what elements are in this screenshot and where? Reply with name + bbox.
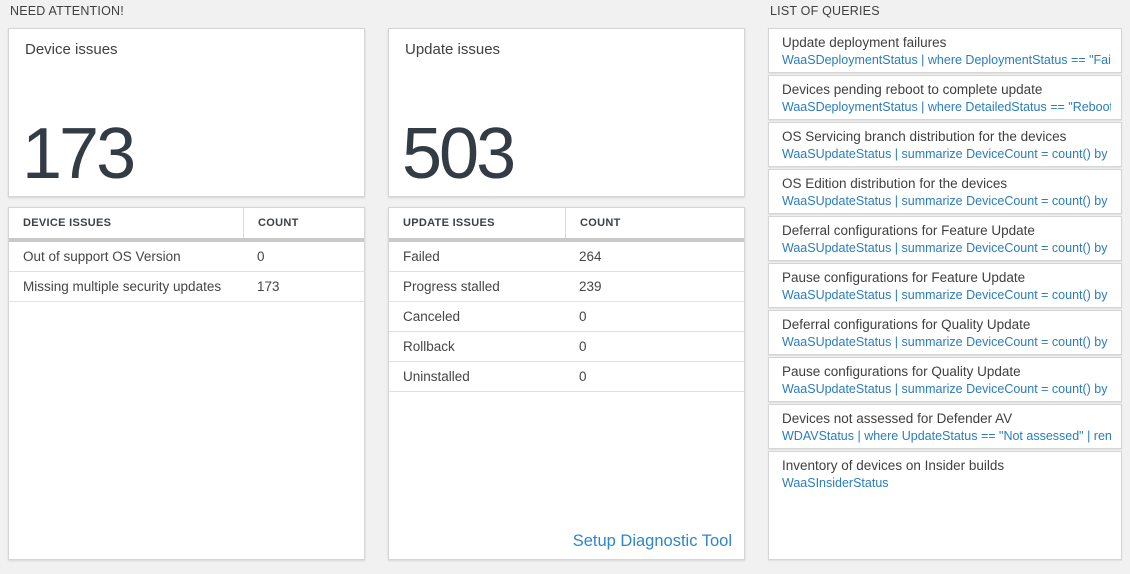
query-item[interactable]: Inventory of devices on Insider builds W… <box>768 451 1122 560</box>
query-text[interactable]: WaaSDeploymentStatus | where DeploymentS… <box>782 53 1111 67</box>
setup-diagnostic-tool-link[interactable]: Setup Diagnostic Tool <box>572 532 732 550</box>
row-label: Missing multiple security updates <box>23 279 222 294</box>
query-text[interactable]: WaaSUpdateStatus | summarize DeviceCount… <box>782 288 1111 302</box>
query-item[interactable]: Devices pending reboot to complete updat… <box>768 75 1122 120</box>
row-count: 0 <box>257 249 265 264</box>
query-list: Update deployment failures WaaSDeploymen… <box>768 28 1122 560</box>
row-count: 0 <box>579 339 587 354</box>
row-label: Uninstalled <box>403 369 470 384</box>
query-title: OS Servicing branch distribution for the… <box>782 129 1067 144</box>
row-count: 239 <box>579 279 602 294</box>
table-header-divider <box>389 238 744 242</box>
device-table-header-row: DEVICE ISSUES COUNT <box>9 208 364 238</box>
query-title: Devices pending reboot to complete updat… <box>782 82 1043 97</box>
need-attention-header: NEED ATTENTION! <box>10 4 124 18</box>
query-text[interactable]: WaaSUpdateStatus | summarize DeviceCount… <box>782 194 1111 208</box>
query-text[interactable]: WaaSUpdateStatus | summarize DeviceCount… <box>782 241 1111 255</box>
query-item[interactable]: OS Edition distribution for the devices … <box>768 169 1122 214</box>
query-text[interactable]: WaaSDeploymentStatus | where DetailedSta… <box>782 100 1111 114</box>
query-title: Inventory of devices on Insider builds <box>782 458 1005 473</box>
query-title: Update deployment failures <box>782 35 947 50</box>
query-item[interactable]: Deferral configurations for Feature Upda… <box>768 216 1122 261</box>
query-title: OS Edition distribution for the devices <box>782 176 1008 191</box>
row-count: 264 <box>579 249 602 264</box>
query-text[interactable]: WaaSUpdateStatus | summarize DeviceCount… <box>782 382 1111 396</box>
row-label: Rollback <box>403 339 455 354</box>
device-issues-title: Device issues <box>25 41 118 58</box>
query-item[interactable]: OS Servicing branch distribution for the… <box>768 122 1122 167</box>
update-table-header-row: UPDATE ISSUES COUNT <box>389 208 744 238</box>
update-table-header-count: COUNT <box>565 208 744 238</box>
query-text[interactable]: WaaSInsiderStatus <box>782 476 889 490</box>
query-text[interactable]: WaaSUpdateStatus | summarize DeviceCount… <box>782 335 1111 349</box>
update-issues-tile[interactable]: Update issues 503 <box>388 28 745 197</box>
query-item[interactable]: Devices not assessed for Defender AV WDA… <box>768 404 1122 449</box>
query-item[interactable]: Pause configurations for Quality Update … <box>768 357 1122 402</box>
table-row[interactable]: Failed 264 <box>389 242 744 272</box>
device-issues-count: 173 <box>22 114 136 194</box>
update-issues-title: Update issues <box>405 41 501 58</box>
query-title: Pause configurations for Quality Update <box>782 364 1021 379</box>
query-item[interactable]: Update deployment failures WaaSDeploymen… <box>768 28 1122 73</box>
table-header-divider <box>9 238 364 242</box>
device-table-header-count: COUNT <box>243 208 364 238</box>
table-row[interactable]: Canceled 0 <box>389 302 744 332</box>
query-title: Devices not assessed for Defender AV <box>782 411 1013 426</box>
query-title: Deferral configurations for Feature Upda… <box>782 223 1035 238</box>
table-row[interactable]: Uninstalled 0 <box>389 362 744 392</box>
device-issues-tile[interactable]: Device issues 173 <box>8 28 365 197</box>
device-table-header-issues: DEVICE ISSUES <box>23 217 112 229</box>
table-row[interactable]: Rollback 0 <box>389 332 744 362</box>
row-count: 0 <box>579 309 587 324</box>
table-row[interactable]: Out of support OS Version 0 <box>9 242 364 272</box>
row-count: 0 <box>579 369 587 384</box>
update-issues-count: 503 <box>402 114 516 194</box>
table-row[interactable]: Missing multiple security updates 173 <box>9 272 364 302</box>
row-count: 173 <box>257 279 280 294</box>
query-item[interactable]: Pause configurations for Feature Update … <box>768 263 1122 308</box>
list-of-queries-header: LIST OF QUERIES <box>770 4 880 18</box>
query-title: Deferral configurations for Quality Upda… <box>782 317 1031 332</box>
query-title: Pause configurations for Feature Update <box>782 270 1026 285</box>
query-text[interactable]: WaaSUpdateStatus | summarize DeviceCount… <box>782 147 1111 161</box>
row-label: Failed <box>403 249 440 264</box>
update-issues-table: UPDATE ISSUES COUNT Failed 264 Progress … <box>388 207 745 560</box>
query-item[interactable]: Deferral configurations for Quality Upda… <box>768 310 1122 355</box>
query-text[interactable]: WDAVStatus | where UpdateStatus == "Not … <box>782 429 1111 443</box>
row-label: Out of support OS Version <box>23 249 181 264</box>
table-row[interactable]: Progress stalled 239 <box>389 272 744 302</box>
update-table-header-issues: UPDATE ISSUES <box>403 217 495 229</box>
row-label: Canceled <box>403 309 461 324</box>
device-issues-table: DEVICE ISSUES COUNT Out of support OS Ve… <box>8 207 365 560</box>
row-label: Progress stalled <box>403 279 500 294</box>
